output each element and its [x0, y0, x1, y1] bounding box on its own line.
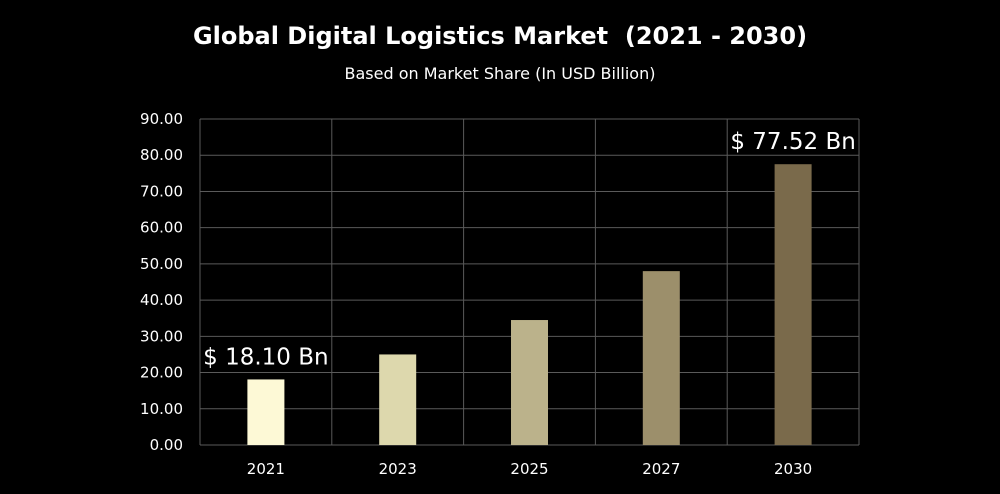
- y-tick-label: 10.00: [140, 400, 183, 418]
- y-tick-label: 50.00: [140, 255, 183, 273]
- bars: [247, 164, 812, 446]
- bar-2023: [379, 354, 417, 445]
- data-label: $ 18.10 Bn: [203, 344, 328, 370]
- y-tick-label: 0.00: [150, 436, 183, 454]
- chart-title: Global Digital Logistics Market (2021 - …: [192, 22, 808, 50]
- data-labels: $ 18.10 Bn $ 77.52 Bn: [203, 129, 856, 370]
- y-axis-ticks: 0.00 10.00 20.00 30.00 40.00 50.00 60.00 70.00 8…: [140, 110, 183, 454]
- bar-2021: [247, 379, 285, 445]
- x-tick-label: 2021: [247, 460, 285, 478]
- bar-2025: [511, 320, 548, 445]
- y-tick-label: 40.00: [140, 291, 183, 309]
- bar-2030: [774, 164, 812, 446]
- bar-2027: [642, 271, 680, 445]
- x-tick-label: 2027: [642, 460, 680, 478]
- chart-subtitle: Based on Market Share (In USD Billion): [344, 64, 656, 83]
- y-tick-label: 20.00: [140, 364, 183, 382]
- y-tick-label: 80.00: [140, 146, 183, 164]
- x-tick-label: 2025: [510, 460, 548, 478]
- x-tick-label: 2023: [379, 460, 417, 478]
- y-tick-label: 70.00: [140, 182, 183, 200]
- y-tick-label: 30.00: [140, 327, 183, 345]
- y-tick-label: 60.00: [140, 219, 183, 237]
- x-axis-ticks: 2021 2023 2025 2027 2030: [247, 460, 812, 478]
- y-tick-label: 90.00: [140, 110, 183, 128]
- data-label: $ 77.52 Bn: [730, 129, 855, 155]
- grid-lines: [199, 118, 860, 446]
- x-tick-label: 2030: [774, 460, 812, 478]
